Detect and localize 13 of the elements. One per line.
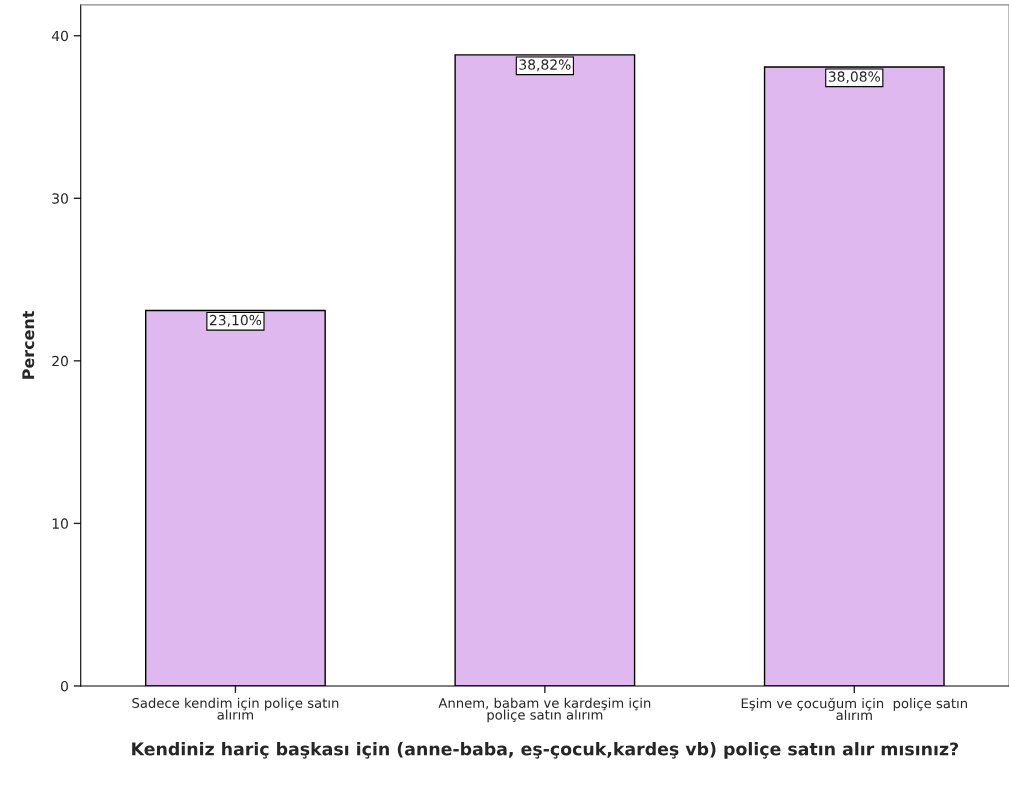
x-tick-label: Sadece kendim için poliçe satın alırım [132, 697, 339, 720]
data-label: 38,82% [519, 59, 571, 72]
x-tick-label: Annem, babam ve kardeşim için poliçe satın alırım [438, 697, 651, 723]
x-tick-label: Eşim ve çocuğum için poliçe satın alırım [741, 697, 967, 721]
y-tick-label: 0 [60, 680, 68, 692]
data-label: 38,08% [828, 71, 880, 84]
y-tick-label: 40 [51, 30, 68, 42]
y-tick-label: 20 [52, 355, 68, 367]
y-axis-title: Percent [22, 310, 35, 379]
data-label: 23,10% [209, 314, 262, 327]
x-axis-title: Kendiniz hariç başkası için (anne-baba, eş-çocuk,kardeş vb) poliçe satın alır mısınız? [132, 742, 958, 759]
y-tick-label: 10 [52, 518, 68, 529]
y-tick-label: 30 [52, 193, 68, 204]
